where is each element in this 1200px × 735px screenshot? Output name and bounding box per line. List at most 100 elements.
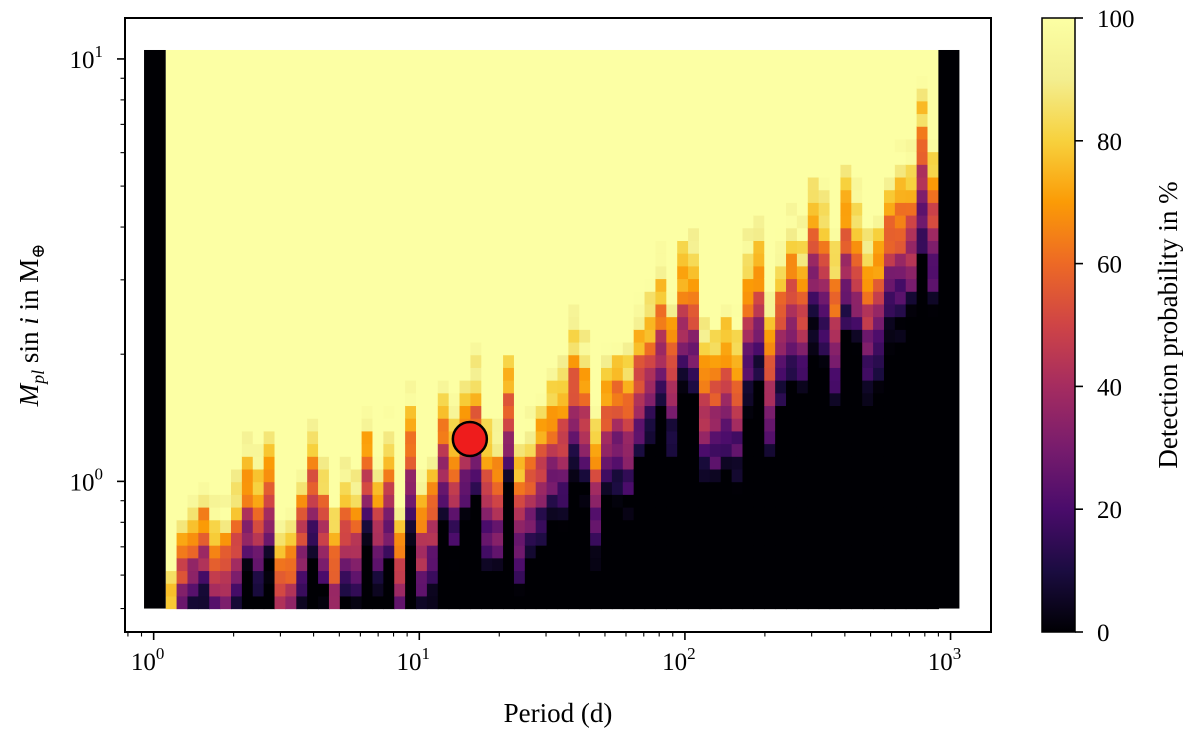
heatmap-cell	[252, 405, 265, 419]
heatmap-cell	[437, 557, 450, 572]
heatmap-cell	[611, 583, 624, 597]
heatmap-cell	[742, 532, 754, 546]
heatmap-cell	[883, 570, 896, 584]
heatmap-cell	[688, 227, 700, 241]
heatmap-cell	[786, 316, 798, 330]
heatmap-cell	[611, 341, 624, 356]
heatmap-cell	[492, 329, 504, 343]
heatmap-cell	[786, 215, 798, 229]
heatmap-cell	[916, 151, 929, 165]
heatmap-cell	[579, 354, 591, 368]
heatmap-cell	[709, 138, 722, 153]
heatmap-cell	[405, 278, 417, 292]
heatmap-cell	[459, 380, 472, 394]
heatmap-cell	[209, 557, 221, 572]
heatmap-cell	[252, 557, 265, 572]
heatmap-cell	[372, 405, 384, 419]
heatmap-cell	[274, 595, 287, 610]
heatmap-cell	[698, 126, 711, 140]
heatmap-cell	[470, 278, 482, 292]
heatmap-cell	[883, 227, 896, 241]
heatmap-cell	[296, 100, 308, 115]
heatmap-cell	[764, 494, 776, 508]
heatmap-cell	[285, 557, 297, 572]
heatmap-cell	[905, 545, 918, 559]
heatmap-cell	[807, 202, 820, 216]
heatmap-cell	[339, 583, 352, 597]
heatmap-cell	[209, 583, 221, 597]
heatmap-cell	[383, 240, 395, 254]
heatmap-cell	[307, 126, 319, 140]
heatmap-cell	[775, 202, 787, 216]
heatmap-cell	[176, 164, 189, 178]
heatmap-cell	[557, 253, 569, 267]
heatmap-cell	[557, 532, 569, 546]
heatmap-cell	[601, 418, 613, 432]
heatmap-cell	[285, 583, 297, 597]
heatmap-cell	[209, 506, 221, 521]
heatmap-cell	[590, 583, 602, 597]
heatmap-cell	[807, 88, 820, 102]
heatmap-cell	[448, 138, 461, 153]
heatmap-cell	[709, 532, 722, 546]
heatmap-cell	[840, 113, 852, 127]
heatmap-cell	[274, 430, 287, 445]
heatmap-cell	[274, 570, 287, 584]
heatmap-cell	[198, 176, 210, 191]
heatmap-cell	[372, 545, 384, 559]
heatmap-cell	[328, 227, 341, 241]
heatmap-cell	[873, 265, 885, 280]
heatmap-cell	[851, 418, 863, 432]
heatmap-cell	[241, 126, 254, 140]
heatmap-cell	[187, 176, 199, 191]
heatmap-cell	[231, 202, 243, 216]
heatmap-cell	[775, 443, 787, 457]
heatmap-cell	[198, 418, 210, 432]
heatmap-cell	[927, 126, 939, 140]
heatmap-cell	[416, 278, 428, 292]
heatmap-cell	[818, 291, 831, 305]
heatmap-cell	[633, 392, 646, 407]
heatmap-cell	[796, 329, 809, 343]
heatmap-cell	[492, 595, 504, 610]
heatmap-cell	[688, 189, 700, 203]
heatmap-cell	[350, 506, 363, 521]
heatmap-cell	[568, 367, 580, 381]
heatmap-cell	[775, 189, 787, 203]
heatmap-cell	[786, 291, 798, 305]
heatmap-cell	[568, 49, 580, 64]
heatmap-cell	[231, 468, 243, 483]
heatmap-cell	[513, 380, 526, 394]
heatmap-cell	[633, 418, 646, 432]
heatmap-cell	[753, 88, 765, 102]
heatmap-cell	[383, 456, 395, 470]
heatmap-cell	[775, 405, 787, 419]
heatmap-cell	[807, 227, 820, 241]
heatmap-cell	[459, 253, 472, 267]
heatmap-cell	[165, 341, 178, 356]
heatmap-cell	[274, 240, 287, 254]
heatmap-cell	[916, 138, 929, 153]
heatmap-cell	[492, 456, 504, 470]
heatmap-cell	[764, 253, 776, 267]
heatmap-cell	[829, 253, 842, 267]
heatmap-cell	[481, 189, 493, 203]
heatmap-cell	[318, 367, 330, 381]
heatmap-cell	[731, 545, 744, 559]
heatmap-cell	[862, 519, 874, 533]
heatmap-cell	[437, 88, 450, 102]
heatmap-cell	[394, 380, 406, 394]
heatmap-cell	[873, 430, 885, 445]
heatmap-cell	[513, 341, 526, 356]
heatmap-cell	[220, 75, 232, 89]
heatmap-cell	[851, 278, 863, 292]
heatmap-cell	[231, 240, 243, 254]
heatmap-cell	[524, 189, 537, 203]
heatmap-cell	[524, 253, 537, 267]
heatmap-cell	[720, 380, 733, 394]
heatmap-cell	[829, 202, 842, 216]
heatmap-cell	[372, 468, 384, 483]
heatmap-cell	[829, 583, 842, 597]
heatmap-cell	[611, 253, 624, 267]
heatmap-cell	[361, 151, 374, 165]
